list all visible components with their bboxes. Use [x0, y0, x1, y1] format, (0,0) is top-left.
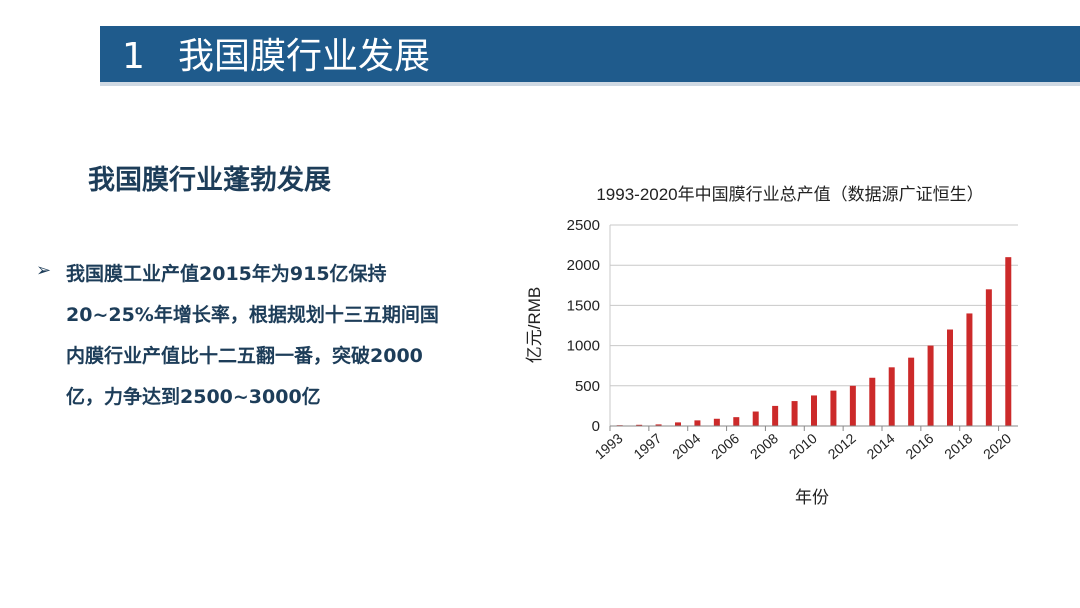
x-axis-label: 年份	[795, 488, 829, 507]
bar	[811, 395, 817, 426]
bar	[675, 422, 681, 426]
y-axis-label: 亿元/RMB	[525, 287, 544, 364]
y-tick-label: 1500	[567, 297, 600, 314]
x-tick-label: 1997	[630, 430, 664, 462]
bar	[694, 420, 701, 426]
x-tick-label: 2008	[747, 430, 781, 462]
section-title: 我国膜行业蓬勃发展	[88, 165, 331, 196]
bar	[888, 367, 895, 426]
bullet-line: 20~25%年增长率，根据规划十三五期间国	[66, 304, 439, 326]
y-tick-label: 500	[575, 378, 600, 395]
bar	[655, 424, 662, 426]
bar	[636, 424, 643, 426]
x-tick-label: 2018	[941, 430, 975, 462]
bullet-line: 亿，力争达到2500~3000亿	[66, 386, 321, 408]
bar	[713, 418, 720, 426]
bar	[966, 313, 973, 426]
header-title: 我国膜行业发展	[178, 36, 431, 77]
bar	[947, 329, 953, 426]
y-ticks: 0 500 1000 1500 2000 2500	[567, 217, 600, 435]
header-bar	[100, 26, 1080, 86]
chart-title: 1993-2020年中国膜行业总产值（数据源广证恒生）	[596, 185, 983, 204]
y-tick-label: 2500	[567, 217, 600, 234]
bar	[985, 289, 992, 426]
bullet-line: 我国膜工业产值2015年为915亿保持	[66, 263, 387, 285]
bar	[791, 401, 798, 426]
x-tick-label: 2004	[669, 430, 703, 462]
bar	[1005, 257, 1012, 426]
bar	[869, 377, 876, 426]
bar	[927, 345, 934, 426]
bullet-text: 我国膜工业产值2015年为915亿保持 20~25%年增长率，根据规划十三五期间…	[66, 254, 496, 418]
x-ticks: 1993 1997 2004 2006 2008 2010 2012 2014 2016 2018…	[591, 426, 1014, 462]
y-tick-label: 0	[592, 418, 600, 435]
y-tick-label: 2000	[567, 257, 600, 274]
bar	[908, 357, 915, 426]
bars	[616, 257, 1012, 426]
x-tick-label: 2010	[786, 430, 820, 462]
bar	[733, 417, 740, 426]
x-tick-label: 2014	[863, 430, 897, 462]
x-tick-label: 2020	[980, 430, 1014, 462]
x-tick-label: 2012	[825, 430, 859, 462]
bullet-line: 内膜行业产值比十二五翻一番，突破2000	[66, 345, 423, 367]
bar	[830, 390, 837, 426]
header-number: 1	[122, 36, 145, 77]
y-tick-label: 1000	[567, 338, 600, 355]
x-tick-label: 2006	[708, 430, 742, 462]
bar	[772, 405, 779, 426]
bar	[752, 411, 759, 426]
x-tick-label: 2016	[902, 430, 936, 462]
bullet-arrow-icon: ➢	[36, 260, 52, 281]
bar	[849, 385, 856, 426]
